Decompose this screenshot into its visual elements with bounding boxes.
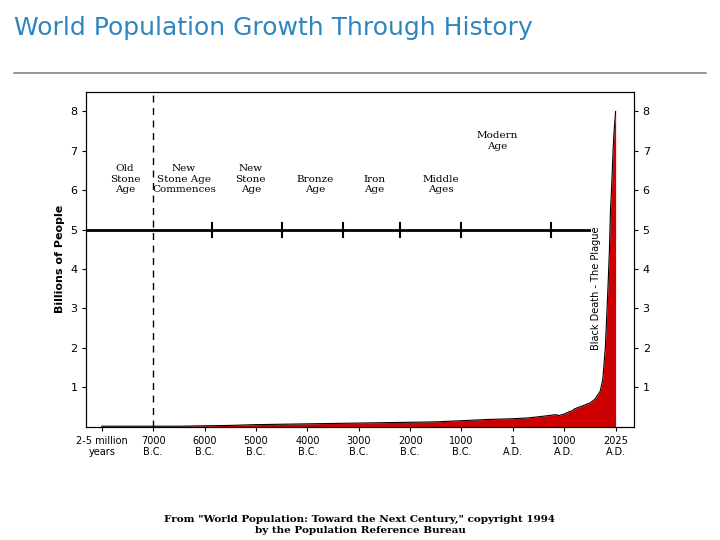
Y-axis label: Billions of People: Billions of People [55,205,65,313]
Text: Bronze
Age: Bronze Age [297,175,333,194]
Text: Iron
Age: Iron Age [363,175,385,194]
Text: From "World Population: Toward the Next Century," copyright 1994
by the Populati: From "World Population: Toward the Next … [164,515,556,535]
Text: Old
Stone
Age: Old Stone Age [109,164,140,194]
Text: New
Stone Age
Commences: New Stone Age Commences [152,164,216,194]
Text: Modern
Age: Modern Age [477,131,518,151]
Text: New
Stone
Age: New Stone Age [235,164,266,194]
Text: World Population Growth Through History: World Population Growth Through History [14,16,533,40]
Text: Middle
Ages: Middle Ages [423,175,459,194]
Text: Black Death - The Plague: Black Death - The Plague [591,227,601,350]
